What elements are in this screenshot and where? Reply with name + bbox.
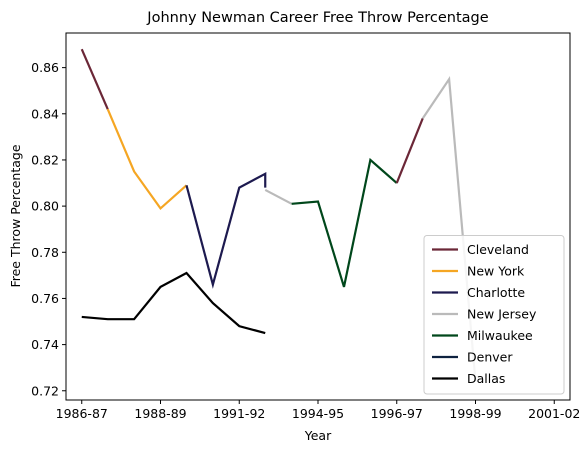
x-tick-label: 1988-89 xyxy=(134,406,186,421)
series-line-cleveland-0 xyxy=(80,48,109,110)
legend-label-milwaukee: Milwaukee xyxy=(467,328,533,343)
legend-label-denver: Denver xyxy=(467,350,513,365)
series-line-cleveland-5 xyxy=(395,117,424,184)
legend: Cleveland New York Charlotte New Jersey Milw… xyxy=(423,235,565,395)
y-tick-label: 0.78 xyxy=(31,245,59,260)
legend-label-charlotte: Charlotte xyxy=(467,285,525,300)
y-tick-label: 0.72 xyxy=(31,383,59,398)
legend-label-new-york: New York xyxy=(467,264,525,279)
series-line-charlotte-2 xyxy=(185,171,267,289)
y-tick-label: 0.82 xyxy=(31,152,59,167)
x-axis-label: Year xyxy=(304,428,332,443)
x-tick-label: 1991-92 xyxy=(213,406,265,421)
y-tick-label: 0.86 xyxy=(31,60,59,75)
y-axis-label: Free Throw Percentage xyxy=(8,144,23,287)
series-line-milwaukee-4 xyxy=(291,157,398,288)
chart-title: Johnny Newman Career Free Throw Percenta… xyxy=(146,10,488,26)
y-tick-label: 0.74 xyxy=(31,337,59,352)
legend-label-new-jersey: New Jersey xyxy=(467,307,537,322)
x-tick-label: 2001-02 xyxy=(528,406,580,421)
series-line-new-jersey-3 xyxy=(264,188,293,205)
x-tick-label: 1986-87 xyxy=(56,406,108,421)
y-tick-label: 0.84 xyxy=(31,106,59,121)
axes: 1986-87 1988-89 1991-92 1994-95 1996-97 1998-… xyxy=(31,32,580,421)
x-tick-label: 1994-95 xyxy=(292,406,344,421)
y-tick-label: 0.80 xyxy=(31,199,59,214)
legend-label-cleveland: Cleveland xyxy=(467,242,529,257)
x-tick-label: 1998-99 xyxy=(449,406,501,421)
y-tick-label: 0.76 xyxy=(31,291,59,306)
series-line-dallas-8 xyxy=(81,271,266,335)
x-tick-label: 1996-97 xyxy=(371,406,423,421)
legend-box xyxy=(423,235,565,395)
series-line-new-york-1 xyxy=(106,108,188,211)
legend-label-dallas: Dallas xyxy=(467,371,505,386)
